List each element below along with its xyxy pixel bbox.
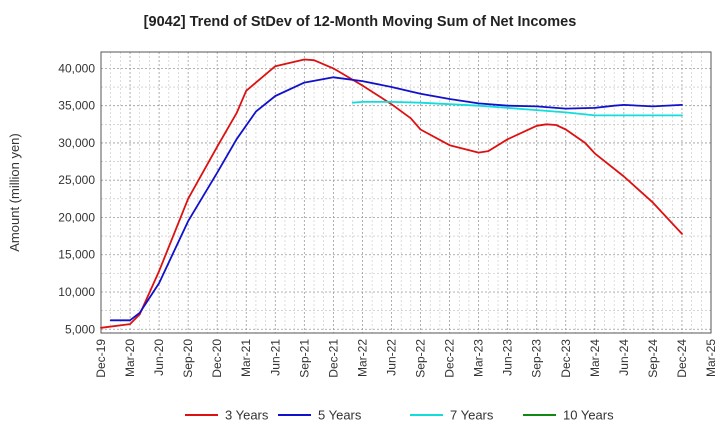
x-tick-label: Sep-23 (530, 339, 544, 378)
y-axis-label: Amount (million yen) (7, 133, 22, 252)
x-tick-label: Dec-21 (326, 339, 340, 378)
x-tick-label: Mar-20 (123, 339, 137, 377)
series-line-5-years (109, 76, 683, 322)
chart-title: [9042] Trend of StDev of 12-Month Moving… (143, 14, 577, 30)
legend-label: 5 Years (318, 408, 362, 423)
y-tick-label: 20,000 (58, 210, 95, 224)
x-tick-label: Mar-21 (239, 339, 253, 377)
y-tick-label: 15,000 (58, 248, 95, 262)
x-tick-label: Dec-22 (443, 339, 457, 378)
y-tick-label: 30,000 (58, 136, 95, 150)
plot-frame (100, 51, 712, 334)
legend-label: 10 Years (563, 408, 614, 423)
x-tick-label: Jun-24 (617, 339, 631, 376)
x-tick-label: Jun-20 (152, 339, 166, 376)
x-tick-label: Jun-22 (384, 339, 398, 376)
series-line-3-years (100, 58, 683, 329)
x-tick-label: Sep-24 (646, 339, 660, 378)
y-tick-label: 35,000 (58, 99, 95, 113)
x-tick-label: Dec-19 (94, 339, 108, 378)
x-tick-label: Sep-21 (297, 339, 311, 378)
plot-area (101, 52, 711, 333)
y-tick-label: 5,000 (65, 322, 95, 336)
y-tick-label: 10,000 (58, 285, 95, 299)
x-tick-label: Mar-22 (355, 339, 369, 377)
x-tick-label: Dec-20 (210, 339, 224, 378)
x-tick-label: Jun-21 (268, 339, 282, 376)
series-line-7-years (351, 101, 683, 117)
legend-label: 3 Years (225, 408, 269, 423)
x-tick-label: Mar-25 (704, 339, 718, 377)
x-tick-label: Sep-22 (414, 339, 428, 378)
x-tick-label: Sep-20 (181, 339, 195, 378)
y-tick-label: 25,000 (58, 173, 95, 187)
x-tick-label: Jun-23 (501, 339, 515, 376)
x-tick-label: Mar-23 (472, 339, 486, 377)
x-tick-label: Dec-23 (559, 339, 573, 378)
x-tick-label: Dec-24 (675, 339, 689, 378)
x-tick-label: Mar-24 (588, 339, 602, 377)
y-tick-label: 40,000 (58, 61, 95, 75)
legend-label: 7 Years (450, 408, 494, 423)
